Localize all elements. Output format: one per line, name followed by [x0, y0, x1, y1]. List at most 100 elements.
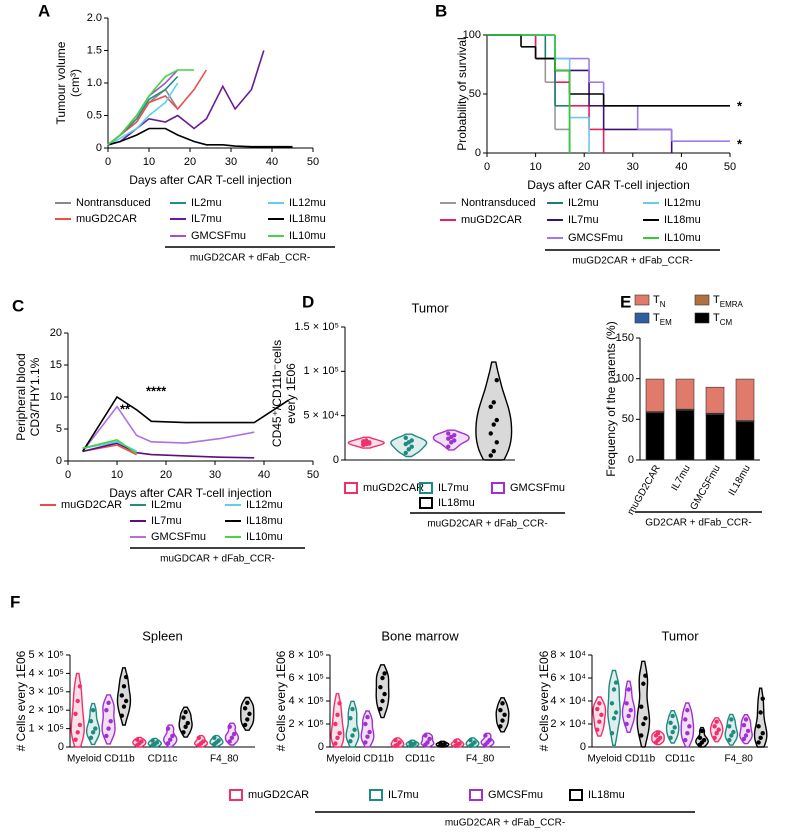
- y-tick-label: 3 × 10⁵: [29, 686, 64, 698]
- panel-letter: B: [435, 1, 447, 20]
- data-point: [168, 737, 173, 742]
- x-tick-label: 40: [258, 469, 270, 481]
- data-point: [412, 741, 417, 746]
- data-point: [242, 706, 248, 711]
- x-tick-label: F4_80: [466, 754, 495, 765]
- data-point: [77, 684, 83, 689]
- x-tick-label: F4_80: [724, 754, 753, 765]
- data-point: [655, 731, 661, 736]
- y-tick-label: 2.0: [87, 12, 102, 24]
- legend-swatch: [469, 789, 483, 801]
- data-point: [337, 701, 342, 706]
- legend-label: IL7mu: [191, 213, 222, 225]
- violin: [432, 429, 470, 451]
- legend-label: muGD2CAR: [248, 789, 309, 801]
- legend-label: IL12mu: [246, 499, 283, 511]
- data-point: [626, 713, 631, 719]
- legend-label: GMCSFmu: [191, 230, 246, 242]
- legend-swatch: [344, 482, 358, 494]
- y-tick-label: 50: [622, 413, 634, 425]
- y-tick-label: 6 × 10⁵: [289, 672, 324, 684]
- legend-name: T: [713, 312, 720, 324]
- data-point: [185, 720, 190, 726]
- data-point: [727, 724, 732, 729]
- legend-swatch: [694, 312, 710, 324]
- data-point: [403, 435, 408, 441]
- y-tick-label: 8 × 10⁴: [550, 649, 586, 661]
- legend-label: IL18mu: [438, 497, 475, 509]
- data-point: [683, 737, 688, 743]
- data-point: [382, 691, 387, 697]
- data-point: [756, 740, 761, 745]
- data-point: [452, 438, 457, 443]
- bar-segment: [705, 414, 725, 461]
- legend-label: Nontransduced: [461, 197, 536, 209]
- data-point: [643, 673, 648, 678]
- data-point: [245, 700, 250, 706]
- x-tick-label: F4_80: [210, 754, 239, 765]
- violin: [360, 710, 375, 748]
- data-point: [639, 704, 644, 709]
- y-tick-label: 5: [56, 423, 62, 435]
- data-point: [183, 724, 188, 729]
- data-point: [641, 721, 646, 727]
- legend-label: IL2mu: [151, 499, 182, 511]
- legend-label: GMCSFmu: [151, 531, 206, 543]
- violin: [85, 702, 101, 746]
- y-tick-label: 0: [318, 741, 324, 753]
- y-tick-label: 2 × 10⁵: [289, 718, 324, 730]
- group-label: muGDCAR + dFab_CCR-: [160, 554, 275, 565]
- data-point: [488, 453, 493, 458]
- y-tick-label: 1 × 10⁵: [29, 723, 64, 735]
- y-axis-label: Probability of survival: [455, 37, 469, 150]
- legend-label: TCM: [713, 312, 733, 327]
- data-point: [337, 731, 342, 736]
- y-tick-label: 2 × 10⁵: [29, 704, 64, 716]
- data-point: [699, 728, 705, 734]
- y-axis-label: CD3/THY1.1%: [28, 357, 42, 436]
- y-tick-label: 10: [50, 391, 62, 403]
- data-point: [212, 735, 217, 740]
- data-point: [365, 714, 370, 720]
- data-point: [425, 740, 430, 745]
- legend-label: IL2mu: [568, 197, 599, 209]
- data-point: [624, 701, 629, 706]
- data-point: [672, 725, 677, 730]
- data-point: [403, 450, 408, 456]
- violin: [178, 706, 193, 738]
- x-tick-label: 20: [160, 469, 172, 481]
- data-point: [597, 701, 602, 706]
- data-point: [348, 739, 353, 744]
- x-tick-label: Myeloid CD11b: [326, 754, 394, 765]
- y-tick-label: 8 × 10⁵: [289, 649, 324, 661]
- bar-segment: [645, 412, 665, 461]
- bar-segment: [705, 386, 725, 414]
- panel-letter: C: [12, 296, 24, 315]
- data-point: [758, 735, 763, 740]
- y-tick-label: 100: [616, 373, 634, 385]
- violin: [739, 714, 753, 745]
- data-point: [380, 698, 385, 704]
- data-point: [108, 719, 113, 724]
- y-tick-label: 1 × 10⁵: [304, 365, 339, 377]
- data-point: [378, 706, 383, 712]
- data-point: [75, 698, 80, 704]
- data-point: [668, 720, 673, 726]
- series-line: [107, 69, 179, 146]
- x-tick-label: 10: [143, 156, 155, 168]
- data-point: [498, 724, 503, 729]
- data-point: [685, 708, 690, 713]
- legend-label: IL18mu: [588, 789, 625, 801]
- significance-mark: *: [737, 98, 743, 113]
- data-point: [165, 726, 171, 731]
- significance-mark: *: [737, 136, 743, 151]
- legend-label: IL12mu: [664, 197, 701, 209]
- legend-name: T: [653, 294, 660, 306]
- data-point: [119, 713, 125, 718]
- data-point: [363, 721, 368, 727]
- data-point: [90, 708, 96, 713]
- group-label: muGD2CAR + dFab_CCR-: [445, 818, 565, 829]
- violin: [116, 667, 132, 726]
- data-point: [670, 713, 675, 719]
- y-axis-label: # Cells every 1E06: [14, 650, 28, 751]
